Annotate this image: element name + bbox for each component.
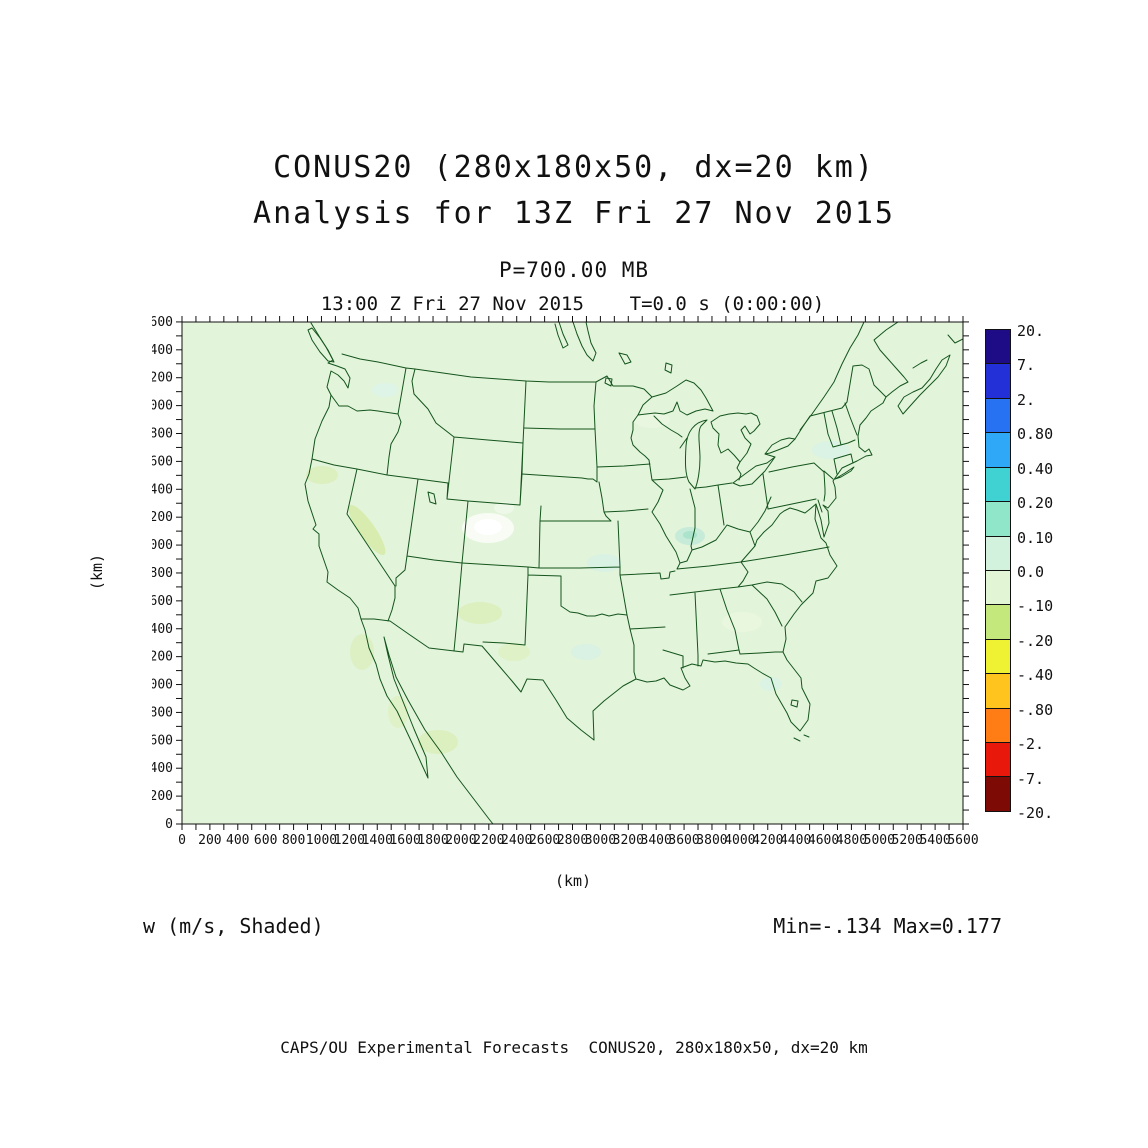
axis-tick-label: 4800 [836,833,867,848]
axis-tick-label: 2400 [501,833,532,848]
axis-tick-label: 200 [198,833,221,848]
axis-tick-label: 400 [152,761,173,776]
colorbar-block [985,466,1011,503]
colorbar [985,329,1011,812]
colorbar-block [985,673,1011,709]
colorbar-label: 0.20 [1017,494,1054,513]
pressure-level-label: P=700.00 MB [498,258,650,282]
axis-tick-label: 1800 [417,833,448,848]
axis-tick-label: 4400 [780,833,811,848]
axis-tick-label: 5600 [947,833,978,848]
colorbar-block [985,397,1011,434]
colorbar-block [985,604,1011,640]
colorbar-label: 2. [1017,390,1036,409]
axis-tick-label: 2200 [152,510,173,525]
axis-tick-label: 200 [152,789,173,804]
colorbar-block [985,535,1011,571]
axis-tick-label: 600 [152,733,173,748]
axis-tick-label: 400 [226,833,249,848]
page-title: CONUS20 (280x180x50, dx=20 km) [273,150,875,185]
axis-tick-label: 3400 [641,833,672,848]
colorbar-label: -.10 [1017,597,1054,616]
page-subtitle: Analysis for 13Z Fri 27 Nov 2015 [253,196,895,231]
colorbar-block [985,501,1011,537]
axis-tick-label: 4200 [752,833,783,848]
axis-tick-label: 2000 [152,538,173,553]
axis-tick-label: 5400 [919,833,950,848]
colorbar-label: 20. [1017,322,1045,340]
colorbar-label: -20. [1017,804,1054,822]
colorbar-block [985,776,1011,812]
map-area [182,321,964,825]
colorbar-label: -7. [1017,769,1045,788]
axis-tick-label: 3400 [152,343,173,358]
colorbar-block [985,363,1011,399]
colorbar-block [985,329,1011,365]
colorbar-block [985,432,1011,468]
axis-tick-label: 0 [178,833,186,848]
axis-tick-label: 5200 [892,833,923,848]
axis-tick-label: 2400 [152,482,173,497]
axis-tick-label: 2600 [529,833,560,848]
axis-tick-label: 1000 [152,678,173,693]
colorbar-label: -.20 [1017,631,1054,650]
colorbar-block [985,638,1011,675]
colorbar-block [985,707,1011,744]
colorbar-block [985,742,1011,778]
axis-tick-label: 1200 [334,833,365,848]
axis-tick-label: 1600 [389,833,420,848]
axis-tick-label: 2800 [152,427,173,442]
axis-tick-label: 4600 [808,833,839,848]
axis-tick-label: 4000 [724,833,755,848]
colorbar-label: -2. [1017,735,1045,754]
colorbar-label: 0.0 [1017,563,1045,581]
axis-tick-label: 1800 [152,566,173,581]
field-background [182,322,963,824]
axis-tick-label: 2800 [557,833,588,848]
axis-tick-label: 3000 [152,399,173,414]
axis-tick-label: 3800 [696,833,727,848]
axis-tick-label: 3200 [613,833,644,848]
axis-tick-label: 1600 [152,594,173,609]
axis-tick-label: 600 [254,833,277,848]
axis-tick-label: 1400 [362,833,393,848]
footer-credit: CAPS/OU Experimental Forecasts CONUS20, … [280,1038,868,1057]
map-canvas [182,321,964,825]
colorbar-block [985,569,1011,606]
min-max-stats: Min=-.134 Max=0.177 [773,914,1002,938]
axis-tick-label: 3600 [668,833,699,848]
axis-tick-label: 2000 [445,833,476,848]
colorbar-label: -.40 [1017,666,1054,685]
colorbar-label: -.80 [1017,700,1054,719]
colorbar-label: 0.80 [1017,425,1054,444]
axis-tick-label: 2600 [152,454,173,469]
axis-tick-label: 1200 [152,650,173,665]
colorbar-label: 7. [1017,356,1036,375]
axis-tick-label: 2200 [473,833,504,848]
valid-time-label: 13:00 Z Fri 27 Nov 2015 T=0.0 s (0:00:00… [320,293,825,315]
axis-tick-label: 3000 [585,833,616,848]
axis-tick-label: 0 [165,817,173,832]
x-axis-title: (km) [554,872,592,890]
axis-tick-label: 3200 [152,371,173,386]
field-label: w (m/s, Shaded) [143,914,324,938]
colorbar-label: 0.10 [1017,528,1054,547]
axis-tick-label: 1000 [306,833,337,848]
colorbar-label: 0.40 [1017,459,1054,478]
axis-tick-label: 5000 [864,833,895,848]
axis-tick-label: 3600 [152,315,173,330]
axis-tick-label: 800 [152,705,173,720]
y-axis-title: (km) [88,553,106,591]
axis-tick-label: 800 [282,833,305,848]
axis-tick-label: 1400 [152,622,173,637]
